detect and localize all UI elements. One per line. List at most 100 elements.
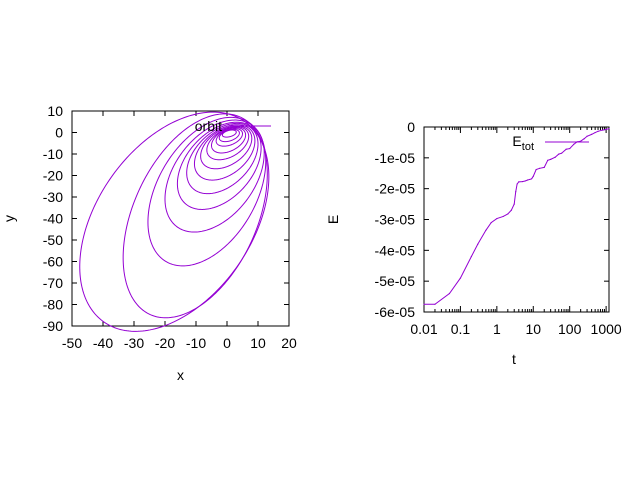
y-tick-label: -3e-05 — [375, 212, 416, 228]
energy-point — [524, 180, 526, 182]
energy-point — [543, 166, 545, 168]
energy-plot-x-axis-label: t — [512, 351, 516, 367]
energy-point — [532, 175, 534, 177]
x-tick-label: -10 — [186, 335, 206, 351]
y-tick-label: 0 — [407, 119, 415, 135]
y-tick-label: -1e-05 — [375, 150, 416, 166]
x-tick-label: -20 — [155, 335, 175, 351]
orbit-plot-ticks: -50 -40 -30 -20 -10 0 10 20 10 0 -10 -20 -30 -40 -50 -6… — [43, 103, 297, 351]
energy-point — [539, 167, 541, 169]
energy-point — [561, 152, 563, 154]
y-tick-label: 0 — [55, 125, 63, 141]
energy-point — [591, 133, 593, 135]
energy-point — [573, 143, 575, 145]
y-tick-label: -2e-05 — [375, 181, 416, 197]
orbit-loop — [215, 128, 243, 147]
energy-plot-y-axis-label: E — [325, 215, 341, 224]
orbit-plot-legend: orbit — [195, 118, 271, 134]
energy-point — [490, 221, 492, 224]
energy-point — [459, 277, 462, 279]
orbit-plot-y-axis-label: y — [1, 215, 17, 222]
y-tick-label: -40 — [43, 211, 63, 227]
energy-point — [513, 203, 515, 205]
orbit-loop — [221, 129, 237, 138]
energy-point — [586, 135, 588, 137]
energy-point — [547, 159, 549, 161]
x-tick-label: -30 — [124, 335, 144, 351]
energy-point — [569, 147, 571, 150]
orbit-loop — [186, 122, 259, 195]
x-tick-label: -50 — [62, 335, 82, 351]
orbit-loop — [210, 127, 247, 154]
x-tick-label: -40 — [93, 335, 113, 351]
energy-point — [531, 178, 533, 180]
orbit-loop — [206, 126, 250, 161]
energy-point — [477, 243, 479, 245]
x-tick-label: 0 — [223, 335, 231, 351]
energy-point — [594, 131, 596, 134]
x-tick-label: 100 — [558, 321, 582, 337]
energy-point — [470, 255, 472, 258]
energy-point — [485, 229, 487, 231]
energy-point — [423, 303, 425, 305]
energy-plot: 0.01 0.1 1 10 100 1000 0 -1e-05 -2e-05 -3e-05 -4e-… — [325, 119, 622, 367]
energy-point — [502, 215, 504, 218]
orbit-plot: -50 -40 -30 -20 -10 0 10 20 10 0 -10 -20 -30 -40 -50 -6… — [1, 103, 297, 383]
energy-point — [583, 138, 585, 140]
energy-point — [580, 140, 582, 142]
orbit-loop — [122, 113, 268, 319]
y-tick-label: -30 — [43, 189, 63, 205]
energy-point — [529, 178, 531, 181]
orbit-loop — [218, 128, 240, 143]
energy-point — [448, 292, 451, 295]
y-tick-label: -90 — [43, 318, 63, 334]
x-tick-label: 20 — [281, 335, 297, 351]
energy-legend-sub: tot — [522, 141, 534, 153]
energy-point — [597, 130, 599, 132]
y-tick-label: -5e-05 — [375, 273, 416, 289]
x-tick-label: 0.1 — [451, 321, 471, 337]
energy-point — [608, 127, 610, 130]
energy-plot-ticks: 0.01 0.1 1 10 100 1000 0 -1e-05 -2e-05 -3e-05 -4e-… — [375, 119, 622, 337]
energy-plot-legend: Etot — [512, 133, 589, 153]
orbit-legend-label: orbit — [195, 118, 222, 134]
y-tick-label: -10 — [43, 146, 63, 162]
orbit-loop — [193, 124, 256, 181]
orbit-plot-data — [79, 111, 270, 332]
y-tick-label: -4e-05 — [375, 242, 416, 258]
energy-point — [516, 183, 518, 185]
energy-legend-main: E — [512, 133, 521, 149]
energy-point — [515, 191, 517, 193]
x-tick-label: 10 — [525, 321, 541, 337]
y-tick-label: 10 — [47, 103, 63, 119]
y-tick-label: -80 — [43, 297, 63, 313]
energy-point — [535, 168, 537, 171]
orbit-loop — [147, 116, 267, 267]
energy-plot-data — [423, 127, 610, 305]
y-tick-label: -70 — [43, 275, 63, 291]
energy-point — [565, 148, 567, 150]
energy-point — [601, 129, 604, 131]
orbit-loop — [164, 119, 265, 233]
energy-point — [496, 217, 498, 220]
energy-point — [554, 156, 556, 158]
energy-point — [434, 303, 436, 305]
energy-point — [507, 213, 509, 215]
energy-point — [550, 158, 552, 160]
energy-legend-label: Etot — [512, 133, 534, 153]
y-tick-label: -60 — [43, 254, 63, 270]
orbit-loop — [176, 121, 262, 210]
energy-point — [605, 128, 607, 131]
y-tick-label: -6e-05 — [375, 304, 416, 320]
orbit-plot-x-axis-label: x — [177, 367, 184, 383]
energy-point — [510, 209, 512, 211]
energy-point — [521, 180, 523, 183]
x-tick-label: 1 — [493, 321, 501, 337]
y-tick-label: -50 — [43, 232, 63, 248]
x-tick-label: 1000 — [591, 321, 622, 337]
x-tick-label: 10 — [250, 335, 266, 351]
energy-point — [558, 153, 560, 155]
y-tick-label: -20 — [43, 168, 63, 184]
